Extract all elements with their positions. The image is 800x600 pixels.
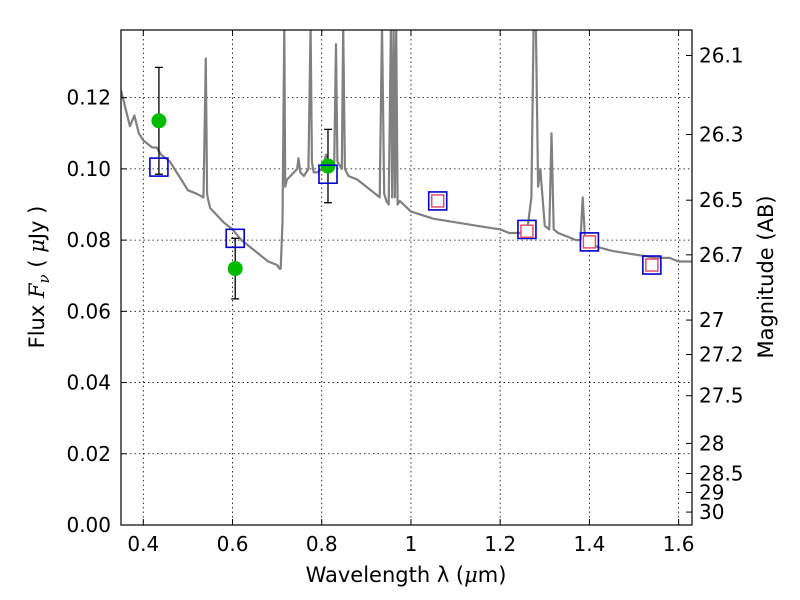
mag-tick-label: 28.5 bbox=[699, 462, 744, 486]
mag-tick-label: 27.2 bbox=[699, 343, 744, 367]
x-tick-label: 1.6 bbox=[663, 532, 695, 556]
plot-frame bbox=[120, 29, 693, 526]
plot-area bbox=[121, 30, 692, 300]
y-tick-label: 0.00 bbox=[66, 513, 111, 537]
mag-tick-label: 30 bbox=[699, 500, 724, 524]
mag-tick-label: 29 bbox=[699, 481, 724, 505]
grid bbox=[121, 30, 692, 525]
predicted-square bbox=[520, 224, 534, 238]
predicted-square bbox=[645, 258, 659, 272]
model-square bbox=[318, 164, 338, 185]
y-tick-label: 0.02 bbox=[66, 442, 111, 466]
x-tick-label: 0.4 bbox=[127, 532, 159, 556]
observed-point bbox=[227, 261, 243, 277]
x-tick-label: 0.6 bbox=[217, 532, 249, 556]
spectrum-line bbox=[121, 30, 692, 270]
x-tick-label: 1.2 bbox=[484, 532, 516, 556]
y-tick-label: 0.08 bbox=[66, 228, 111, 252]
x-tick-label: 1 bbox=[405, 532, 418, 556]
mag-tick-label: 28 bbox=[699, 431, 724, 455]
x-tick-label: 1.4 bbox=[573, 532, 605, 556]
observed-point bbox=[151, 113, 167, 129]
mag-tick-label: 26.7 bbox=[699, 243, 744, 267]
observed-point bbox=[320, 158, 336, 174]
mag-tick-label: 27 bbox=[699, 308, 724, 332]
model-square bbox=[579, 232, 600, 252]
y-tick-label: 0.12 bbox=[66, 86, 111, 110]
model-square bbox=[225, 228, 245, 249]
mag-tick-label: 26.3 bbox=[699, 123, 744, 147]
predicted-square bbox=[582, 235, 597, 249]
model-square bbox=[427, 191, 448, 211]
ticks: 0.4 0.6 0.8 1 1.2 1.4 1.6 0.00 0.02 0.04 0.06 0.08 0… bbox=[66, 30, 744, 556]
model-square bbox=[517, 219, 537, 240]
x-axis-title: Wavelength λ (μm) bbox=[306, 563, 507, 587]
y-tick-label: 0.10 bbox=[66, 157, 111, 181]
mag-tick-label: 26.1 bbox=[699, 44, 744, 68]
y-axis-title-right: Magnitude (AB) bbox=[754, 195, 778, 358]
x-tick-label: 0.8 bbox=[306, 532, 338, 556]
model-square bbox=[642, 255, 662, 275]
model-square bbox=[149, 157, 169, 177]
mag-tick-label: 26.5 bbox=[699, 188, 744, 212]
mag-tick-label: 27.5 bbox=[699, 384, 744, 408]
y-tick-label: 0.04 bbox=[66, 371, 111, 395]
y-tick-label: 0.06 bbox=[66, 299, 111, 323]
predicted-square bbox=[430, 194, 445, 208]
